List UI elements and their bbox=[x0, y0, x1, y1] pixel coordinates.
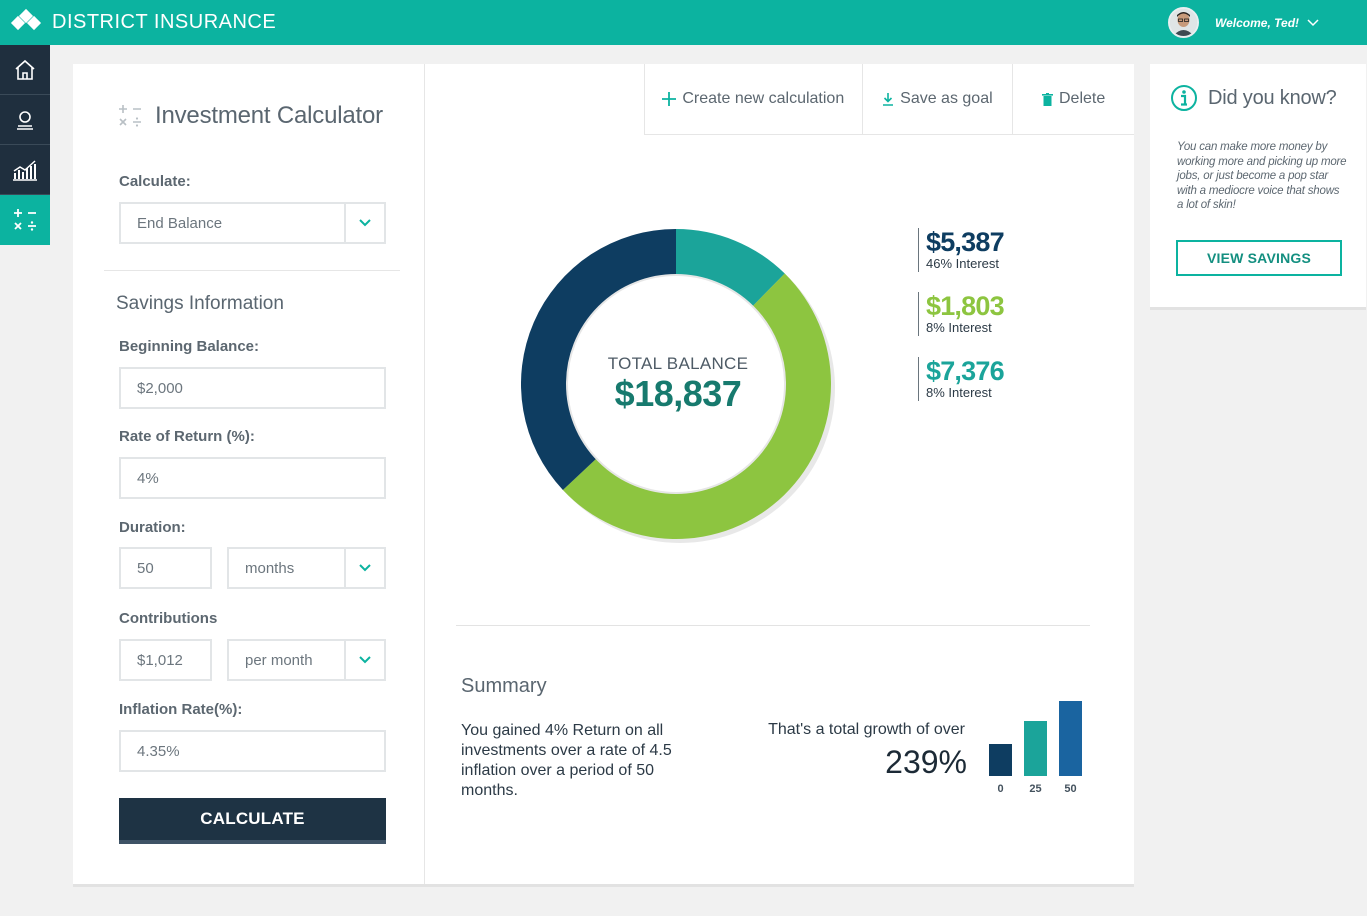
calculate-button[interactable]: CALCULATE bbox=[119, 798, 386, 844]
contributions-input[interactable]: $1,012 bbox=[119, 639, 212, 681]
donut-slice bbox=[562, 273, 832, 540]
tip-header: Did you know? bbox=[1170, 84, 1337, 112]
download-icon bbox=[882, 92, 894, 106]
calculator-title: Investment Calculator bbox=[117, 102, 383, 130]
brand[interactable]: DISTRICT INSURANCE bbox=[10, 8, 277, 35]
legend-item: $5,387 46% Interest bbox=[918, 227, 1005, 272]
legend-interest: 8% Interest bbox=[926, 320, 992, 335]
did-you-know-card: Did you know? You can make more money by… bbox=[1150, 64, 1366, 307]
contributions-period-value: per month bbox=[245, 651, 313, 669]
legend-interest: 8% Interest bbox=[926, 385, 992, 400]
info-icon bbox=[1171, 85, 1197, 111]
total-balance-value: $18,837 bbox=[614, 373, 742, 414]
user-icon bbox=[17, 110, 33, 130]
user-menu[interactable]: Welcome, Ted! bbox=[1168, 7, 1319, 38]
summary-text: You gained 4% Return on all investments … bbox=[461, 722, 672, 799]
rate-of-return-input[interactable]: 4% bbox=[119, 457, 386, 499]
donut-center bbox=[566, 274, 786, 494]
calculate-select[interactable]: End Balance bbox=[119, 202, 386, 244]
mini-chart-bar bbox=[1059, 701, 1082, 776]
brand-name: DISTRICT INSURANCE bbox=[52, 10, 277, 33]
delete-label: Delete bbox=[1059, 90, 1106, 107]
growth-value: 239% bbox=[885, 744, 967, 780]
sidebar-item-reports[interactable] bbox=[0, 145, 50, 195]
calculator-card: Investment Calculator Calculate: End Bal… bbox=[73, 64, 1134, 884]
home-icon bbox=[15, 59, 35, 80]
chevron-down-icon[interactable] bbox=[344, 549, 384, 587]
calculate-select-value: End Balance bbox=[137, 214, 223, 232]
create-calculation-button[interactable]: Create new calculation bbox=[645, 64, 863, 134]
legend-item: $7,376 8% Interest bbox=[918, 356, 1005, 401]
trash-icon bbox=[1042, 92, 1053, 106]
contributions-period-select[interactable]: per month bbox=[227, 639, 386, 681]
sidebar-item-profile[interactable] bbox=[0, 95, 50, 145]
inflation-rate-label: Inflation Rate(%): bbox=[119, 701, 243, 718]
rate-of-return-label: Rate of Return (%): bbox=[119, 428, 255, 445]
summary-title: Summary bbox=[461, 675, 547, 697]
divider bbox=[456, 625, 1090, 626]
mini-chart-bar bbox=[989, 744, 1012, 776]
duration-unit-select[interactable]: months bbox=[227, 547, 386, 589]
top-bar: DISTRICT INSURANCE Welcome, Ted! bbox=[0, 0, 1367, 45]
balance-donut-chart bbox=[521, 229, 835, 543]
delete-button[interactable]: Delete bbox=[1013, 64, 1134, 134]
welcome-text: Welcome, Ted! bbox=[1215, 15, 1300, 30]
save-goal-label: Save as goal bbox=[900, 90, 993, 107]
mini-chart-tick-label: 25 bbox=[1029, 783, 1041, 795]
toolbar: Create new calculation Save as goal Dele… bbox=[644, 64, 1134, 135]
legend-item: $1,803 8% Interest bbox=[918, 291, 1005, 336]
save-goal-button[interactable]: Save as goal bbox=[863, 64, 1014, 134]
mini-chart-bar bbox=[1024, 721, 1047, 776]
avatar[interactable] bbox=[1168, 7, 1199, 38]
contributions-label: Contributions bbox=[119, 610, 218, 627]
chart-icon bbox=[13, 159, 37, 181]
calculator-form: Investment Calculator Calculate: End Bal… bbox=[73, 64, 425, 884]
inflation-rate-input[interactable]: 4.35% bbox=[119, 730, 386, 772]
calculator-icon bbox=[119, 105, 141, 127]
sidebar bbox=[0, 45, 50, 245]
growth-label: That's a total growth of over bbox=[768, 721, 965, 738]
view-savings-button[interactable]: VIEW SAVINGS bbox=[1176, 240, 1342, 276]
chevron-down-icon[interactable] bbox=[1307, 14, 1319, 32]
calculator-icon bbox=[14, 209, 36, 231]
legend-amount: $7,376 bbox=[926, 356, 1005, 386]
duration-input[interactable]: 50 bbox=[119, 547, 212, 589]
total-balance-label: TOTAL BALANCE bbox=[607, 354, 749, 373]
donut-slice bbox=[521, 229, 676, 490]
mini-chart-tick-label: 50 bbox=[1064, 783, 1076, 795]
growth-mini-chart: 0 25 50 bbox=[989, 701, 1082, 795]
chevron-down-icon[interactable] bbox=[344, 641, 384, 679]
beginning-balance-input[interactable]: $2,000 bbox=[119, 367, 386, 409]
calculate-label: Calculate: bbox=[119, 173, 191, 190]
sidebar-item-home[interactable] bbox=[0, 45, 50, 95]
duration-label: Duration: bbox=[119, 519, 186, 536]
beginning-balance-label: Beginning Balance: bbox=[119, 338, 260, 355]
legend-amount: $1,803 bbox=[926, 291, 1005, 321]
plus-icon bbox=[662, 92, 677, 106]
tip-text: You can make more money by working more … bbox=[1177, 141, 1347, 211]
create-calculation-label: Create new calculation bbox=[682, 90, 845, 107]
legend-amount: $5,387 bbox=[926, 227, 1005, 257]
divider bbox=[104, 270, 400, 271]
section-title: Savings Information bbox=[116, 293, 284, 314]
mini-chart-tick-label: 0 bbox=[997, 783, 1003, 795]
duration-unit-value: months bbox=[245, 559, 295, 577]
sidebar-item-calculator[interactable] bbox=[0, 195, 50, 245]
donut-slice bbox=[676, 229, 785, 307]
tip-title: Did you know? bbox=[1208, 86, 1337, 109]
chevron-down-icon[interactable] bbox=[344, 204, 384, 242]
page-title: Investment Calculator bbox=[155, 102, 383, 129]
brand-logo-icon bbox=[10, 8, 42, 35]
legend-interest: 46% Interest bbox=[926, 256, 999, 271]
